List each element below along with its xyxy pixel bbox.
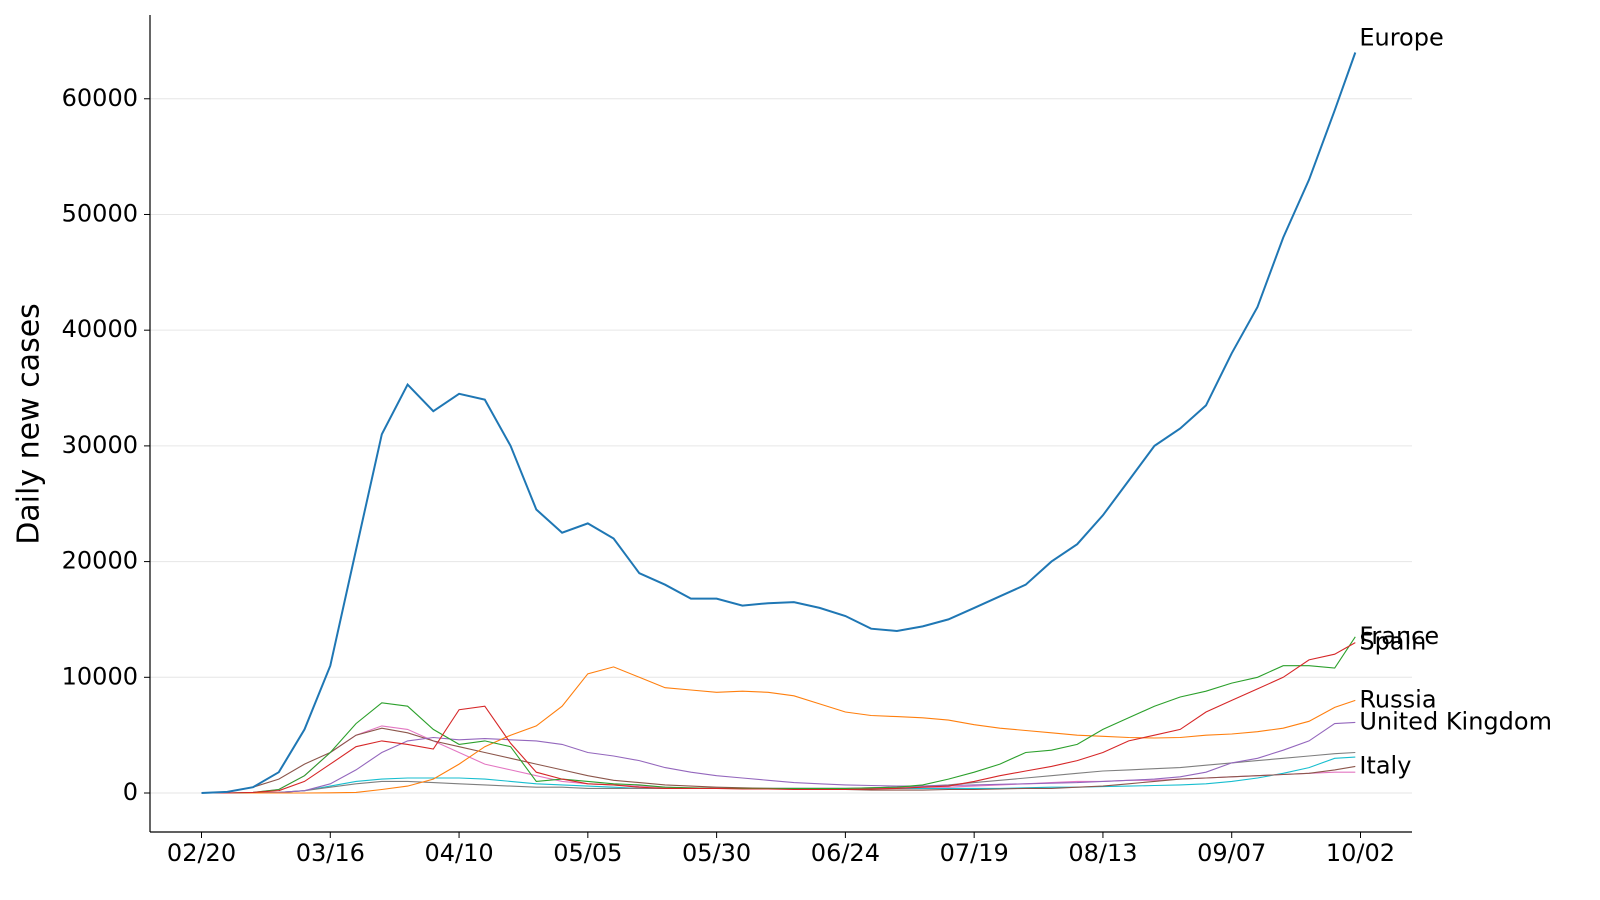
- y-tick-label: 0: [123, 778, 138, 806]
- x-tick-label: 08/13: [1068, 839, 1137, 867]
- series-end-label: Russia: [1359, 685, 1436, 713]
- series-line: [201, 751, 1356, 794]
- y-tick-label: 40000: [62, 315, 138, 343]
- series-end-label: France: [1359, 622, 1439, 650]
- series-end-label: Italy: [1359, 751, 1411, 779]
- lines: [201, 52, 1357, 794]
- grid: [150, 98, 1412, 794]
- series-line: [201, 642, 1356, 794]
- series-line: [201, 721, 1356, 794]
- series-end-label: United Kingdom: [1359, 707, 1552, 735]
- series-line: [201, 666, 1356, 794]
- x-tick-label: 06/24: [811, 839, 880, 867]
- series-line: [201, 725, 1356, 794]
- y-axis-label: Daily new cases: [12, 303, 47, 545]
- x-tick-label: 04/10: [424, 839, 493, 867]
- x-tick-label: 10/02: [1326, 839, 1395, 867]
- x-tick-label: 02/20: [167, 839, 236, 867]
- series-line: [201, 636, 1356, 794]
- y-tick-label: 10000: [62, 662, 138, 690]
- series-end-label: Europe: [1359, 23, 1443, 51]
- x-tick-label: 09/07: [1197, 839, 1266, 867]
- series-line: [201, 727, 1356, 794]
- y-tick-label: 60000: [62, 84, 138, 112]
- y-tick-label: 20000: [62, 547, 138, 575]
- y-tick-label: 50000: [62, 199, 138, 227]
- y-tick-label: 30000: [62, 431, 138, 459]
- x-tick-label: 03/16: [296, 839, 365, 867]
- x-tick-label: 05/30: [682, 839, 751, 867]
- series-end-label: Spain: [1359, 628, 1426, 656]
- series-line: [201, 756, 1356, 794]
- series-line: [201, 52, 1357, 794]
- x-tick-label: 05/05: [553, 839, 622, 867]
- x-tick-label: 07/19: [940, 839, 1009, 867]
